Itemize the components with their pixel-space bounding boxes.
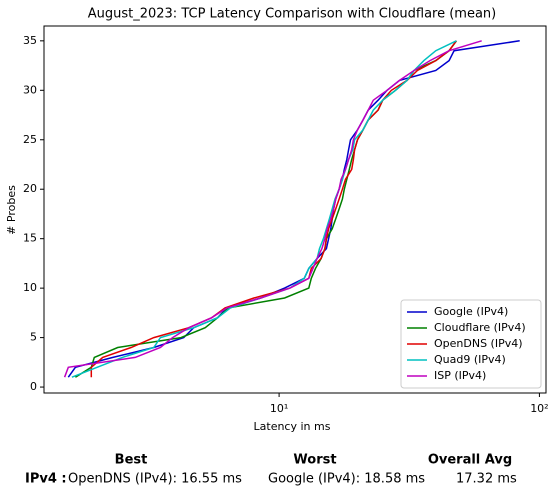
legend-label: Quad9 (IPv4)	[434, 353, 506, 366]
summary-avg: 17.32 ms	[456, 472, 517, 487]
series-line	[71, 40, 457, 378]
legend-label: Google (IPv4)	[434, 305, 508, 318]
summary-best: OpenDNS (IPv4): 16.55 ms	[68, 472, 242, 487]
summary-header: Best	[115, 453, 148, 468]
x-axis-label: Latency in ms	[254, 420, 331, 433]
y-axis-label: # Probes	[5, 185, 18, 235]
summary-worst: Google (IPv4): 18.58 ms	[268, 472, 425, 487]
series-line	[75, 40, 458, 378]
y-tick-label: 30	[23, 83, 37, 96]
x-tick-label: 10¹	[270, 402, 288, 415]
chart-title: August_2023: TCP Latency Comparison with…	[88, 7, 497, 22]
y-tick-label: 25	[23, 133, 37, 146]
y-tick-label: 0	[30, 380, 37, 393]
summary-header: Overall Avg	[428, 453, 512, 468]
legend-box	[400, 299, 542, 389]
legend-label: Cloudflare (IPv4)	[434, 321, 526, 334]
y-tick-label: 15	[23, 232, 37, 245]
x-tick-label: 10²	[530, 402, 548, 415]
y-tick-label: 35	[23, 34, 37, 47]
legend-label: ISP (IPv4)	[434, 369, 486, 382]
series-line	[63, 40, 482, 378]
y-tick-label: 20	[23, 182, 37, 195]
summary-row-label: IPv4 :	[25, 472, 67, 487]
summary-header: Worst	[293, 453, 336, 468]
y-tick-label: 10	[23, 281, 37, 294]
plot-frame	[43, 25, 547, 394]
y-tick-label: 5	[30, 331, 37, 344]
legend-label: OpenDNS (IPv4)	[434, 337, 523, 350]
